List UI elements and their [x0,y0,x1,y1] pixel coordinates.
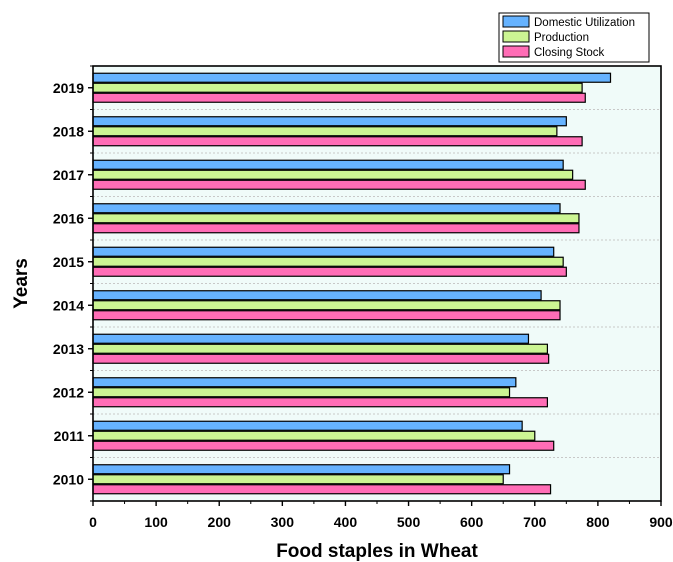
y-tick-label: 2012 [53,384,84,400]
x-tick-label: 200 [208,514,232,530]
y-tick-label: 2010 [53,471,84,487]
bar-closing-stock-2019 [92,92,586,103]
bar-closing-stock-2014 [92,310,561,321]
bar-domestic-utilization-2017 [92,159,564,170]
bar-domestic-utilization-2014 [92,290,542,301]
legend-label: Domestic Utilization [534,17,635,29]
bar-domestic-utilization-2015 [92,246,555,257]
bar-domestic-utilization-2010 [92,464,511,475]
bar-closing-stock-2015 [92,266,567,277]
bar-closing-stock-2017 [92,179,586,190]
x-tick-label: 100 [144,514,168,530]
x-tick-label: 700 [523,514,547,530]
y-tick-label: 2019 [53,80,84,96]
x-tick-label: 800 [586,514,610,530]
bar-production-2012 [92,387,511,398]
axis-ticks: 0 100 200 300 400 500 600 700 800 900 2010 2011 2012… [53,65,673,530]
legend: Domestic Utilization Production Closing St… [498,12,650,63]
y-tick-label: 2018 [53,123,84,139]
bar-closing-stock-2016 [92,223,580,234]
y-axis-title: Years [11,258,32,309]
bar-domestic-utilization-2019 [92,72,612,83]
legend-swatch [502,15,530,28]
y-tick-label: 2017 [53,167,84,183]
bar-domestic-utilization-2012 [92,377,517,388]
bar-closing-stock-2013 [92,353,550,364]
grid-lines [93,109,661,458]
bar-closing-stock-2011 [92,440,555,451]
legend-label: Production [534,32,589,44]
bar-closing-stock-2010 [92,484,552,495]
bar-production-2010 [92,474,504,485]
x-axis-title: Food staples in Wheat [276,541,478,562]
bar-closing-stock-2012 [92,397,548,408]
y-tick-label: 2013 [53,341,84,357]
bar-production-2019 [92,82,583,93]
bar-domestic-utilization-2018 [92,116,567,127]
y-tick-label: 2016 [53,210,84,226]
bar-domestic-utilization-2016 [92,203,561,214]
x-tick-label: 300 [271,514,295,530]
legend-label: Closing Stock [534,47,605,59]
bar-production-2018 [92,126,558,137]
y-tick-label: 2014 [53,297,84,313]
x-tick-label: 0 [89,514,97,530]
x-tick-label: 500 [397,514,421,530]
bar-closing-stock-2018 [92,136,583,147]
bar-production-2017 [92,169,574,180]
bar-domestic-utilization-2013 [92,333,530,344]
bar-production-2014 [92,300,561,311]
bar-domestic-utilization-2011 [92,420,523,431]
x-tick-label: 600 [460,514,484,530]
legend-swatch [502,45,530,58]
bar-production-2013 [92,343,548,354]
bar-production-2011 [92,430,536,441]
legend-swatch [502,30,530,43]
bar-production-2016 [92,213,580,224]
x-tick-label: 400 [334,514,358,530]
x-tick-label: 900 [649,514,673,530]
bar-production-2015 [92,256,564,267]
y-tick-label: 2015 [53,254,84,270]
y-tick-label: 2011 [54,428,85,444]
